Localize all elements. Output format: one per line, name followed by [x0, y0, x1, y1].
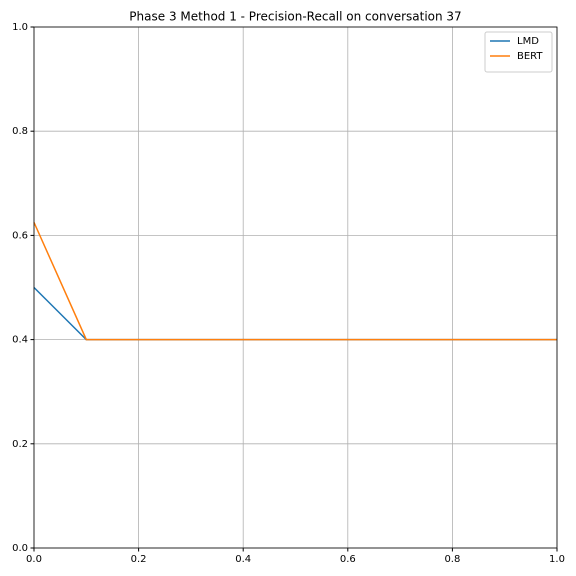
- legend-label: BERT: [517, 51, 543, 62]
- x-tick-label: 1.0: [549, 554, 565, 565]
- x-tick-label: 0.4: [235, 554, 251, 565]
- y-tick-label: 1.0: [12, 22, 28, 33]
- legend-box: [484, 31, 553, 73]
- x-tick-label: 0.0: [26, 554, 42, 565]
- y-tick-label: 0.2: [12, 439, 28, 450]
- line-series: [33, 222, 557, 341]
- line-series: [33, 286, 557, 341]
- y-tick-label: 0.8: [12, 126, 28, 137]
- y-tick-label: 0.6: [12, 230, 28, 241]
- y-tick-label: 0.4: [12, 335, 28, 346]
- y-tick-label: 0.0: [12, 543, 28, 554]
- legend-label: LMD: [517, 36, 539, 47]
- legend: LMD BERT: [484, 31, 553, 73]
- x-tick-label: 0.8: [444, 554, 460, 565]
- x-tick-label: 0.2: [131, 554, 147, 565]
- chart-title: Phase 3 Method 1 - Precision-Recall on c…: [129, 10, 461, 24]
- plot-frame: [33, 26, 558, 549]
- x-tick-label: 0.6: [340, 554, 356, 565]
